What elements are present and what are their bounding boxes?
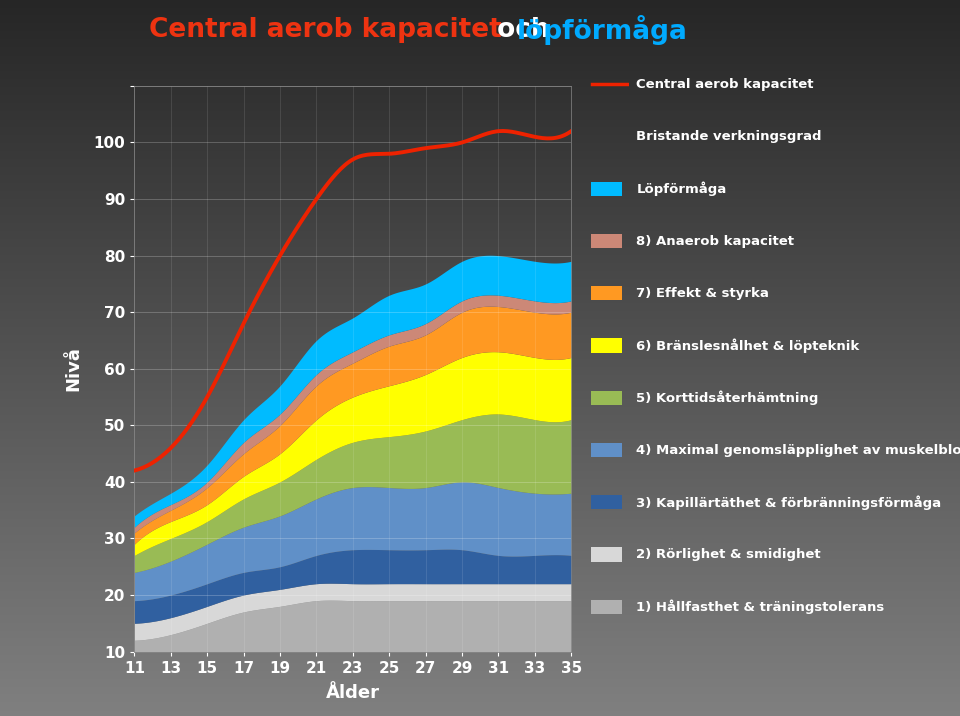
Bar	[591, 233, 622, 248]
Text: och: och	[488, 17, 559, 43]
Text: 4) Maximal genomsläpplighet av muskelblod: 4) Maximal genomsläpplighet av muskelblo…	[636, 444, 960, 457]
Text: löpförmåga: löpförmåga	[516, 15, 687, 45]
Text: 8) Anaerob kapacitet: 8) Anaerob kapacitet	[636, 235, 795, 248]
Text: 6) Bränslesnålhet & löpteknik: 6) Bränslesnålhet & löpteknik	[636, 339, 860, 353]
Text: 5) Korttidsåterhämtning: 5) Korttidsåterhämtning	[636, 391, 819, 405]
Text: 1) Hållfasthet & träningstolerans: 1) Hållfasthet & träningstolerans	[636, 600, 885, 614]
Bar	[591, 286, 622, 300]
Bar	[591, 390, 622, 405]
Bar	[591, 495, 622, 510]
Bar	[591, 600, 622, 614]
Text: Bristande verkningsgrad: Bristande verkningsgrad	[636, 130, 822, 143]
Bar	[591, 182, 622, 195]
Text: Löpförmåga: Löpförmåga	[636, 182, 727, 196]
Bar	[591, 547, 622, 561]
Text: 2) Rörlighet & smidighet: 2) Rörlighet & smidighet	[636, 548, 821, 561]
X-axis label: Ålder: Ålder	[325, 684, 380, 702]
Text: Central aerob kapacitet: Central aerob kapacitet	[149, 17, 501, 43]
Bar	[591, 338, 622, 352]
Text: Central aerob kapacitet: Central aerob kapacitet	[636, 78, 814, 91]
Y-axis label: Nivå: Nivå	[64, 347, 83, 391]
Bar	[591, 442, 622, 457]
Text: 7) Effekt & styrka: 7) Effekt & styrka	[636, 287, 769, 300]
Text: 3) Kapillärtäthet & förbränningsförmåga: 3) Kapillärtäthet & förbränningsförmåga	[636, 495, 942, 510]
